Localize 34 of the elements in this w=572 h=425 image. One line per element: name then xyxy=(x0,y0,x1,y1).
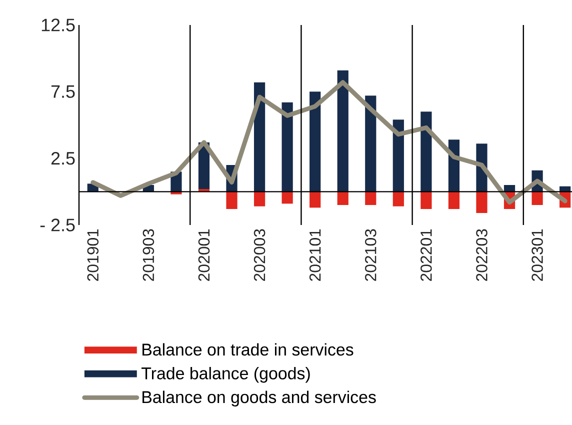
bar xyxy=(392,192,404,206)
bar xyxy=(392,120,404,192)
bar xyxy=(337,192,348,205)
x-tick-label: 201903 xyxy=(142,229,154,281)
y-tick-label: 2.5 xyxy=(51,152,75,165)
legend-label: Balance on goods and services xyxy=(142,390,376,406)
bar xyxy=(282,192,293,204)
bar xyxy=(337,70,348,192)
x-tick-label: 202003 xyxy=(254,229,266,281)
x-tick-label: 202201 xyxy=(420,229,432,281)
bar xyxy=(448,192,460,209)
bar xyxy=(420,192,432,209)
y-tick-label: 12.5 xyxy=(42,18,75,32)
x-tick-label: 202301 xyxy=(532,229,543,281)
bar xyxy=(282,102,293,192)
bar xyxy=(476,192,488,213)
x-tick-label: 202001 xyxy=(198,229,210,281)
bar xyxy=(365,192,376,205)
x-tick-label: 202103 xyxy=(365,229,376,281)
x-tick-label: 202203 xyxy=(476,229,488,281)
bar xyxy=(365,96,376,192)
bar xyxy=(532,192,543,205)
bar xyxy=(226,192,238,209)
bar xyxy=(420,112,432,192)
bar xyxy=(254,192,266,206)
line-series xyxy=(90,80,568,205)
y-tick-label: - 2.5 xyxy=(40,218,75,232)
legend-label: Balance on trade in services xyxy=(142,343,354,356)
y-tick-label: 7.5 xyxy=(51,85,75,98)
x-tick-label: 201901 xyxy=(87,229,99,281)
bar xyxy=(310,92,321,192)
bar xyxy=(310,192,321,208)
legend-label: Trade balance (goods) xyxy=(141,366,310,383)
x-tick-label: 202101 xyxy=(309,229,321,281)
